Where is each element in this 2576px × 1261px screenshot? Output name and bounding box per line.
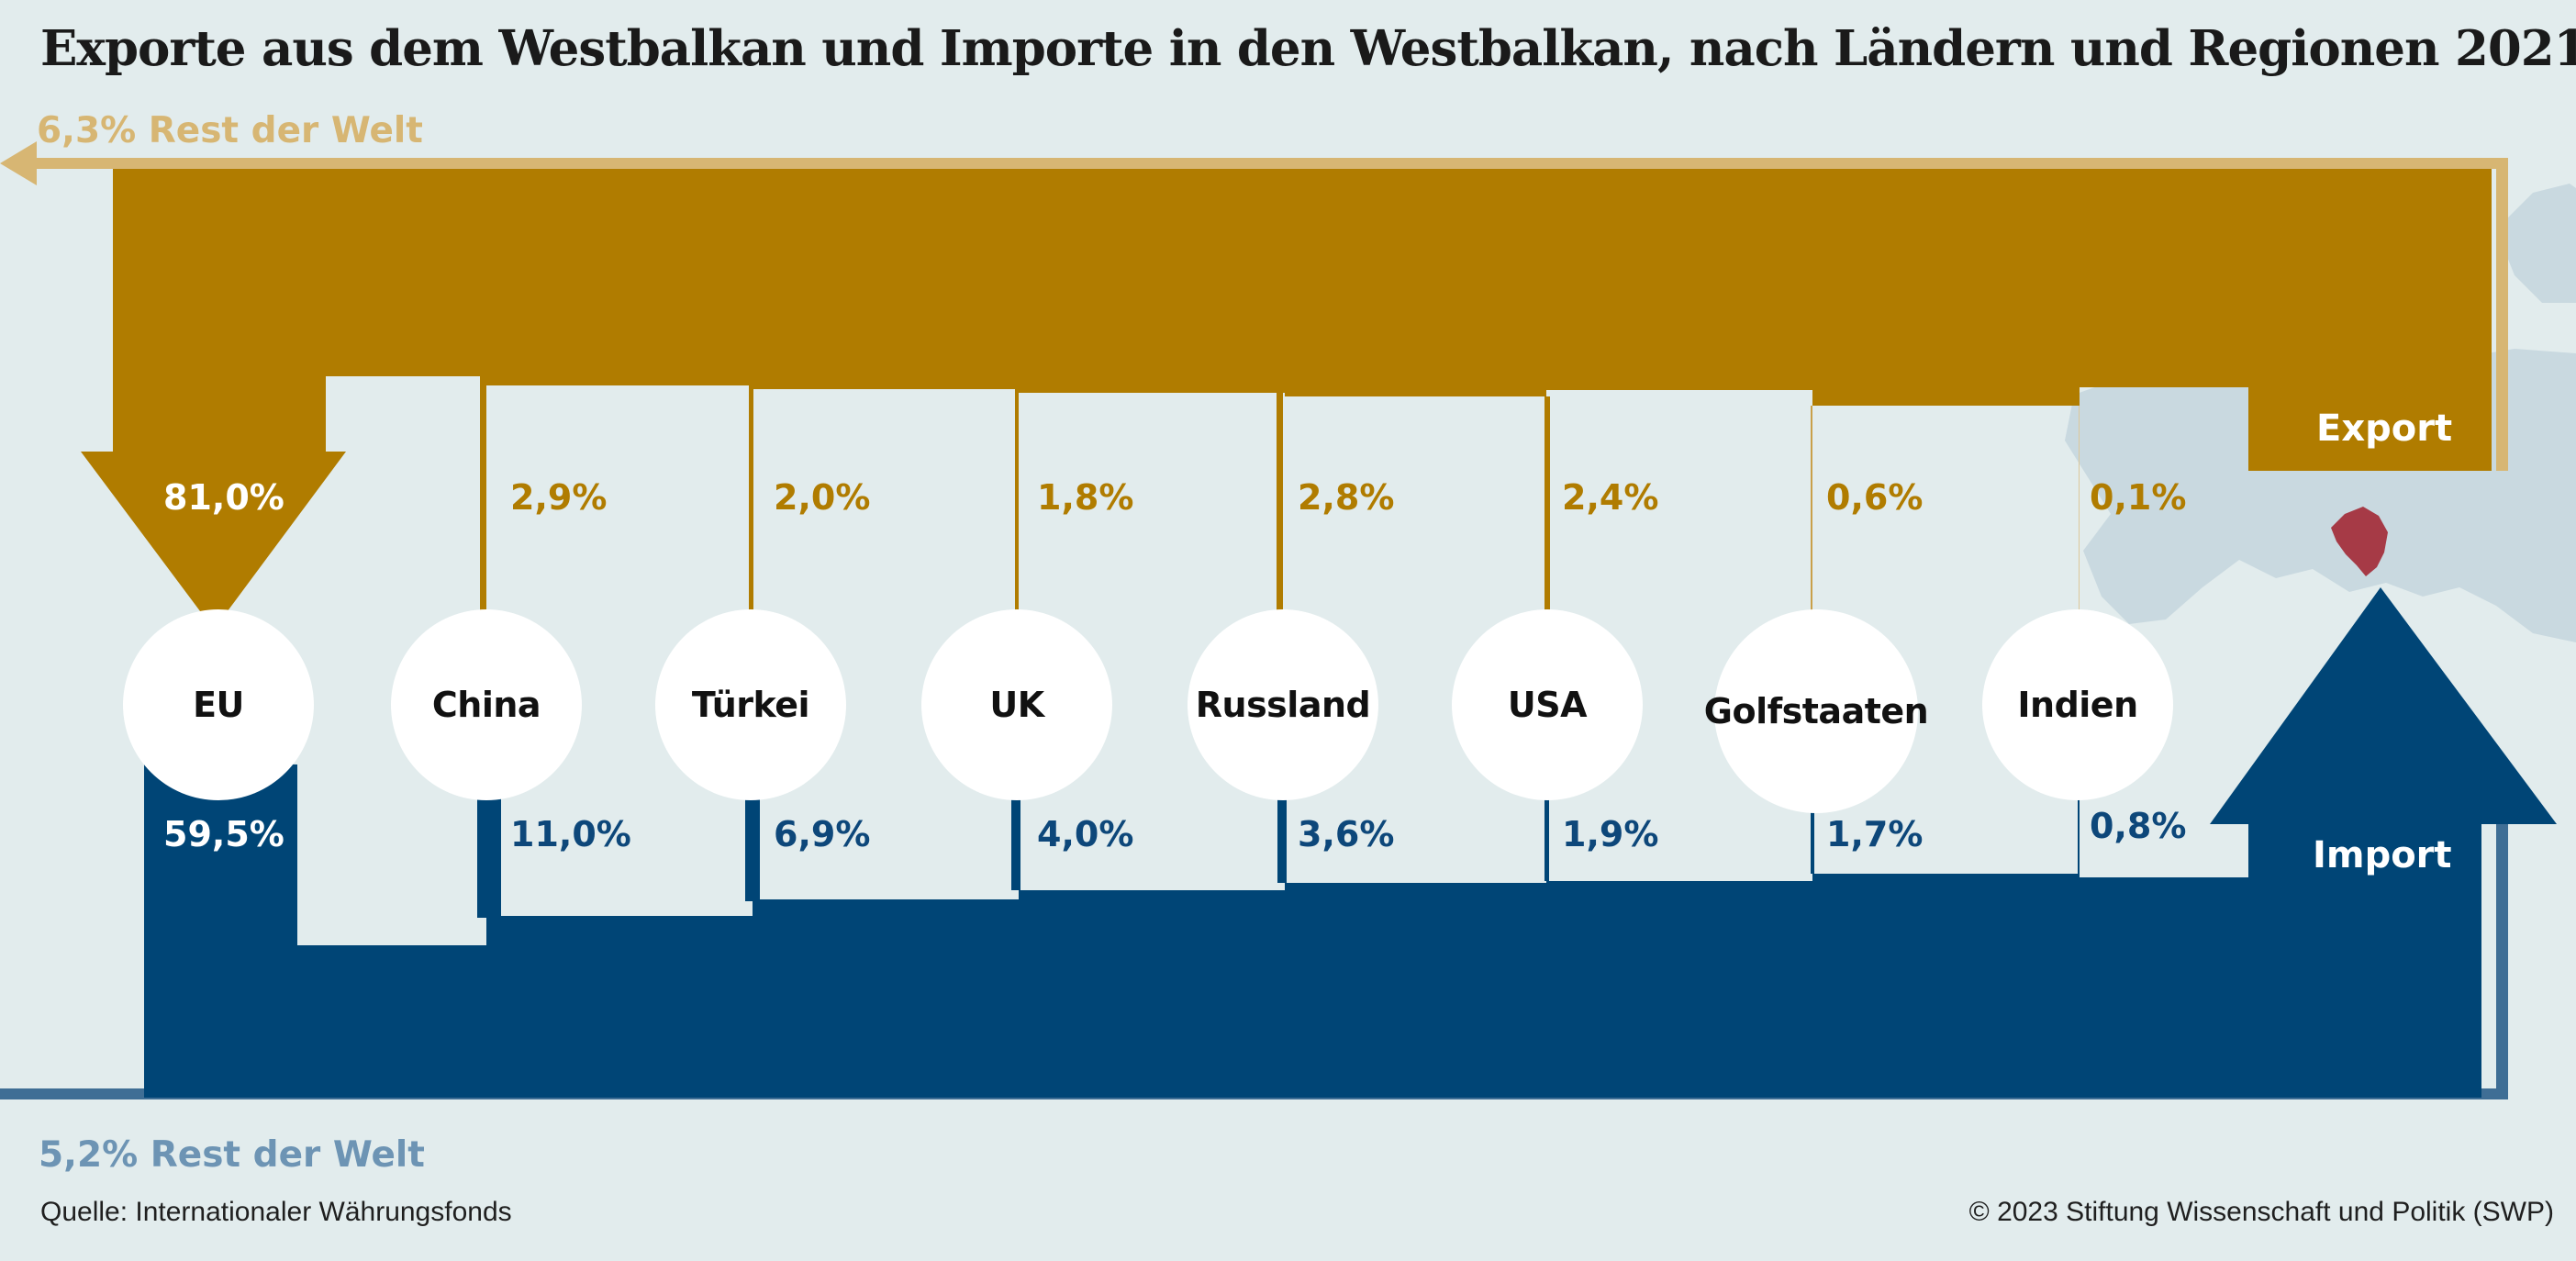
region-circle-china: China [391, 609, 582, 800]
region-circle-golfstaaten: Golfstaaten [1704, 609, 1929, 813]
export-pct-indien: 0,1% [2090, 477, 2187, 518]
export-arrow-usa-shaft [1544, 396, 1550, 626]
rest-import-label: 5,2% Rest der Welt [39, 1134, 425, 1176]
import-band [144, 587, 2557, 1098]
rest-export-arrow [0, 141, 2508, 471]
rest-export-label: 6,3% Rest der Welt [37, 110, 423, 151]
region-circle-usa: USA [1452, 609, 1643, 800]
export-band [81, 169, 2492, 630]
import-pct-tuerkei: 6,9% [774, 814, 871, 854]
region-label: USA [1507, 685, 1588, 725]
import-connector-golfstaaten [1811, 798, 1814, 874]
region-label: China [431, 685, 541, 725]
import-pct-uk: 4,0% [1037, 814, 1134, 854]
import-connector-china [477, 798, 501, 918]
rest-export-arrowhead [0, 141, 37, 185]
export-label: Export [2316, 407, 2453, 450]
region-label: Türkei [691, 685, 810, 725]
region-label: UK [989, 685, 1044, 725]
import-pct-usa: 1,9% [1562, 814, 1659, 854]
export-arrow-golfstaaten-line [1811, 406, 1812, 635]
export-pct-uk: 1,8% [1037, 477, 1134, 518]
copyright-note: © 2023 Stiftung Wissenschaft und Politik… [1968, 1197, 2554, 1227]
region-circle-russland: Russland [1188, 609, 1378, 800]
export-pct-russland: 2,8% [1298, 477, 1395, 518]
export-arrow-uk-shaft [1015, 389, 1019, 635]
import-connector-indien [2078, 798, 2080, 877]
region-circle-tuerkei: Türkei [655, 609, 846, 800]
export-arrow-indien-line [2079, 406, 2080, 635]
region-label: Indien [2017, 685, 2138, 725]
import-connector-usa [1544, 798, 1549, 881]
import-label: Import [2313, 834, 2452, 876]
source-note: Quelle: Internationaler Währungsfonds [40, 1197, 512, 1227]
import-connector-tuerkei [745, 798, 760, 901]
export-pct-golfstaaten: 0,6% [1826, 477, 1924, 518]
region-circle-uk: UK [921, 609, 1112, 800]
balkans-shape [2331, 507, 2388, 576]
import-pct-eu: 59,5% [163, 814, 284, 854]
region-label: EU [193, 685, 244, 725]
import-pct-china: 11,0% [510, 814, 631, 854]
import-connector-uk [1011, 798, 1020, 890]
import-pct-russland: 3,6% [1298, 814, 1395, 854]
export-pct-tuerkei: 2,0% [774, 477, 871, 518]
export-arrow-russland-shaft [1277, 393, 1283, 624]
chart-title: Exporte aus dem Westbalkan und Importe i… [40, 20, 2576, 77]
export-arrow-tuerkei-shaft [749, 385, 753, 633]
export-arrow-china-shaft [480, 376, 486, 622]
map-scandinavia-shape [2496, 184, 2576, 303]
export-pct-usa: 2,4% [1562, 477, 1659, 518]
region-circle-indien: Indien [1982, 609, 2173, 800]
region-label: Russland [1195, 685, 1371, 725]
import-pct-indien: 0,8% [2090, 806, 2187, 846]
export-pct-eu: 81,0% [163, 477, 284, 518]
export-pct-china: 2,9% [510, 477, 608, 518]
import-connectors [477, 798, 2080, 918]
import-pct-golfstaaten: 1,7% [1826, 814, 1924, 854]
region-circle-eu: EU [123, 609, 314, 800]
region-label: Golfstaaten [1703, 691, 1929, 731]
import-connector-russland [1277, 798, 1287, 883]
